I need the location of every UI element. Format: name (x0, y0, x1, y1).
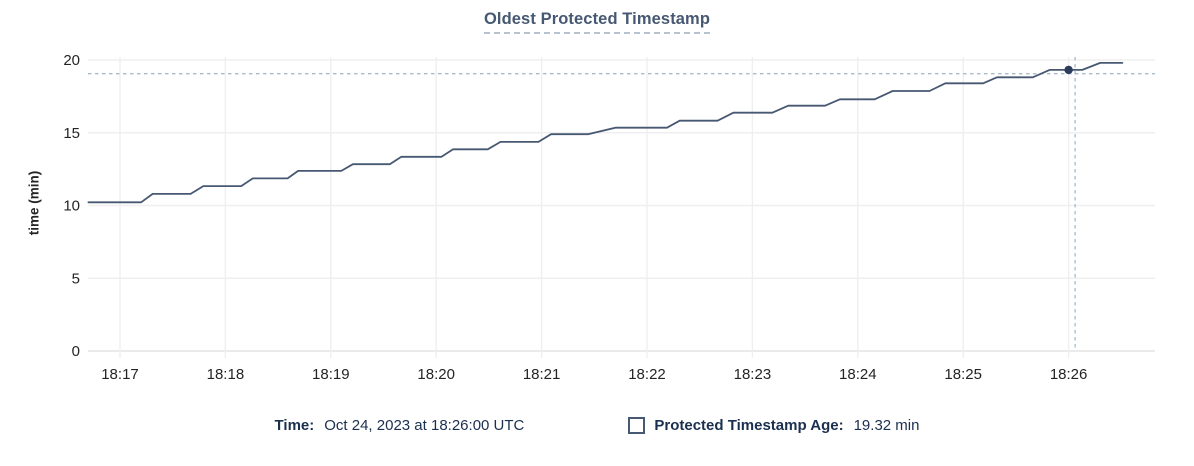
legend: Time: Oct 24, 2023 at 18:26:00 UTC Prote… (0, 417, 1194, 434)
x-tick-label: 18:23 (734, 366, 772, 383)
x-tick-label: 18:22 (628, 366, 666, 383)
chart-title-row: Oldest Protected Timestamp (0, 10, 1194, 34)
x-tick-label: 18:21 (523, 366, 561, 383)
x-tick-label: 18:26 (1050, 366, 1088, 383)
x-tick-label: 18:25 (944, 366, 982, 383)
chart-title[interactable]: Oldest Protected Timestamp (483, 10, 711, 34)
y-tick-label: 10 (63, 198, 80, 215)
series-line (87, 62, 1124, 204)
y-tick-label: 20 (63, 52, 80, 69)
legend-time-value: Oct 24, 2023 at 18:26:00 UTC (324, 417, 525, 434)
chart-plot-area[interactable]: 0 5 10 15 20 18:17 18:18 18:19 18:20 18:21 18:22 18… (0, 0, 1194, 400)
x-tick-label: 18:18 (207, 366, 245, 383)
y-tick-label: 5 (72, 270, 80, 287)
x-tick-label: 18:17 (101, 366, 139, 383)
y-tick-label: 0 (72, 343, 80, 360)
legend-time-label: Time: (274, 417, 315, 434)
x-tick-label: 18:20 (417, 366, 455, 383)
y-tick-label: 15 (63, 125, 80, 142)
hover-point-dot (1064, 65, 1073, 75)
x-tick-label: 18:19 (312, 366, 350, 383)
legend-series-group: Protected Timestamp Age: 19.32 min (628, 417, 919, 434)
legend-series-value: 19.32 min (853, 417, 920, 434)
legend-series-label: Protected Timestamp Age: (654, 417, 844, 434)
x-tick-label: 18:24 (839, 366, 877, 383)
series-checkbox-icon[interactable] (628, 417, 646, 434)
